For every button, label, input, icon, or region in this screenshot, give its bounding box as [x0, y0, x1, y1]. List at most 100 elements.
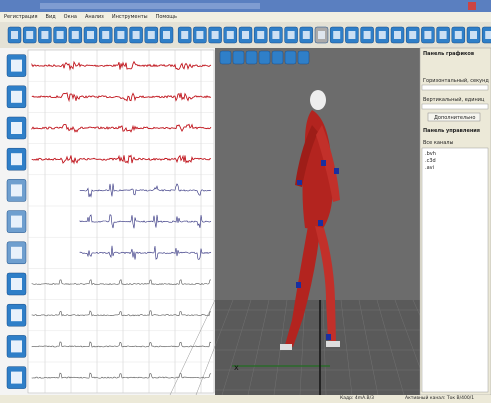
view-button[interactable]	[219, 50, 232, 65]
status-text: Активный канал: Ток В/400/1	[405, 396, 475, 401]
toolbar-icon	[56, 31, 64, 39]
channel-icon	[11, 246, 22, 259]
field-label: Вертикальный, единиц	[423, 97, 485, 103]
toolbar-icon	[41, 31, 49, 39]
channel-icon	[11, 153, 22, 166]
signal-trace	[79, 214, 212, 229]
title-text-blur	[40, 3, 260, 9]
toolbar-icon	[454, 31, 462, 39]
button-label[interactable]: Дополнительно	[434, 114, 476, 121]
menu-item[interactable]: Окна	[63, 14, 77, 20]
signal-trace	[79, 183, 212, 198]
channel-icon	[11, 340, 22, 353]
toolbar-icon	[163, 31, 170, 39]
skull	[310, 90, 326, 110]
more-button[interactable]	[427, 112, 481, 122]
toolbar-icon	[363, 31, 371, 39]
status-bar	[0, 395, 491, 403]
view-button[interactable]	[297, 50, 310, 65]
toolbar-icon	[11, 31, 18, 39]
toolbar-icon	[147, 31, 155, 39]
toolbar-icon	[287, 31, 295, 39]
signal-trace	[31, 341, 212, 348]
toolbar-icon	[302, 31, 310, 39]
toolbar-icon	[394, 31, 401, 39]
toolbar-icon	[117, 31, 125, 39]
signal-trace	[31, 310, 211, 317]
menu-item[interactable]: Инструменты	[111, 14, 148, 20]
toolbar-icon	[196, 31, 204, 39]
view-button[interactable]	[271, 50, 284, 65]
channel-icon	[11, 59, 22, 72]
field-label: Горизонтальный, секунд	[423, 78, 489, 84]
close-button[interactable]	[468, 2, 476, 10]
signal-trace	[31, 123, 212, 133]
floor-line	[169, 299, 216, 396]
channel-list	[421, 147, 489, 393]
toolbar-icon	[378, 31, 386, 39]
floor-line	[299, 299, 306, 396]
signal-trace	[31, 60, 212, 71]
toolbar-icon	[439, 31, 447, 39]
view-button[interactable]	[258, 50, 271, 65]
human-figure	[280, 90, 340, 350]
channel-item[interactable]: .c3d	[425, 158, 436, 164]
view-button[interactable]	[284, 50, 297, 65]
toolbar-icon	[181, 31, 189, 39]
floor-line	[358, 299, 379, 396]
channel-icon	[11, 278, 22, 290]
view-button[interactable]	[232, 50, 245, 65]
floor-line	[340, 299, 353, 396]
toolbar-icon	[485, 31, 491, 39]
toolbar-icon	[226, 31, 234, 39]
signal-trace	[31, 279, 211, 286]
toolbar-icon	[132, 31, 140, 39]
signal-trace	[79, 245, 212, 260]
toolbar-icon	[409, 31, 417, 39]
signal-trace	[31, 154, 212, 165]
menu-item[interactable]: Анализ	[84, 14, 104, 20]
field-label: Все каналы	[423, 140, 454, 146]
channel-icon	[11, 90, 22, 103]
toolbar-icon	[87, 31, 94, 39]
foot-back	[280, 344, 292, 350]
toolbar-icon	[257, 31, 265, 39]
floor-line	[322, 299, 327, 396]
axis-x-mark: x	[234, 363, 239, 372]
toolbar-icon	[424, 31, 432, 39]
channel-item[interactable]: .bvh	[425, 151, 436, 157]
horizontal-input[interactable]	[421, 84, 489, 91]
signal-trace	[31, 92, 212, 103]
panel-title: Панель графиков	[423, 51, 474, 57]
floor-line	[376, 299, 405, 396]
status-text: Кадр: 4mA.B/3	[340, 396, 375, 401]
toolbar-icon	[470, 31, 477, 39]
view-button[interactable]	[245, 50, 258, 65]
toolbar-icon	[272, 31, 280, 39]
signal-trace	[31, 372, 212, 379]
toolbar-icon	[71, 31, 79, 39]
menu-item[interactable]: Помощь	[155, 14, 177, 20]
channel-icon	[11, 122, 22, 134]
toolbar-icon	[333, 31, 341, 39]
toolbar-icon	[242, 31, 249, 39]
toolbar-icon	[318, 31, 325, 39]
channel-item[interactable]: .avi	[425, 165, 435, 171]
menu-item[interactable]: Вид	[45, 14, 56, 20]
leg-back	[285, 226, 320, 347]
vertical-input[interactable]	[421, 103, 489, 110]
floor-line	[221, 299, 252, 396]
leg-front	[315, 226, 336, 342]
floor	[215, 300, 420, 395]
menu-bar	[0, 12, 491, 22]
panel-title: Панель управления	[423, 128, 481, 134]
floor-line	[195, 299, 234, 396]
channel-icon	[11, 184, 22, 197]
arm-left	[295, 125, 318, 187]
toolbar-icon	[26, 31, 34, 39]
menu-item[interactable]: Регистрация	[4, 14, 38, 20]
channel-icon	[11, 215, 22, 228]
arm-right	[316, 125, 340, 202]
